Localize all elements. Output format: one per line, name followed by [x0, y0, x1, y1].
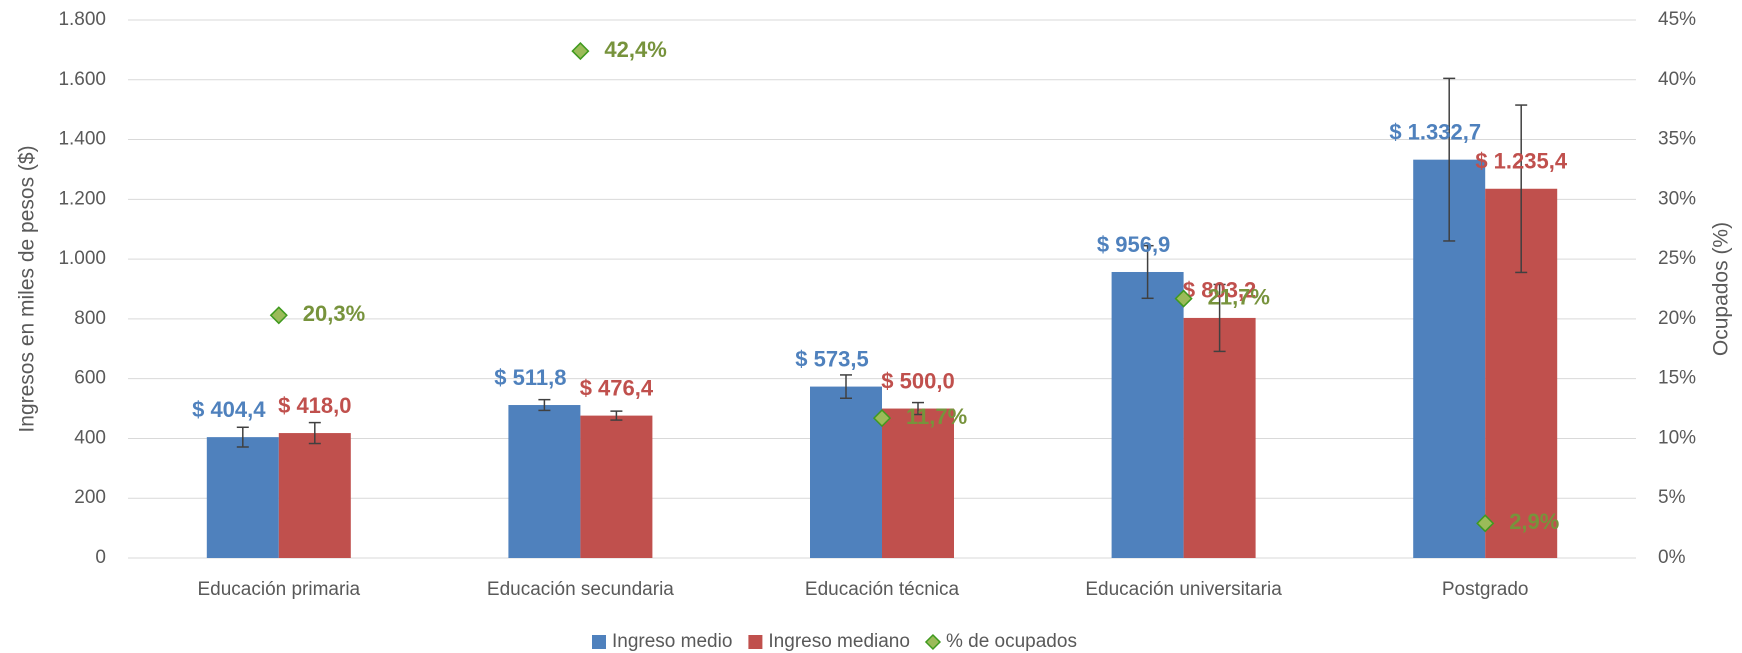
data-label: $ 418,0 — [278, 393, 351, 418]
y-tick-label: 200 — [74, 487, 106, 508]
data-label: 2,9% — [1509, 509, 1559, 534]
legend-label: Ingreso medio — [612, 631, 732, 652]
marker — [269, 306, 288, 325]
marker — [571, 42, 590, 61]
y-tick-label: 1.000 — [58, 248, 106, 269]
y-axis-label: Ingresos en miles de pesos ($) — [16, 145, 39, 432]
error-bar — [236, 426, 249, 448]
bar — [1183, 317, 1256, 558]
y2-tick-label: 35% — [1658, 129, 1696, 150]
legend-label: % de ocupados — [946, 631, 1077, 652]
x-tick-label: Educación primaria — [197, 579, 360, 600]
y2-tick-label: 45% — [1658, 9, 1696, 30]
y-tick-label: 1.400 — [58, 129, 106, 150]
error-bar — [1141, 244, 1154, 300]
data-label: $ 1.235,4 — [1475, 149, 1568, 174]
y2-tick-label: 15% — [1658, 368, 1696, 389]
data-label: $ 1.332,7 — [1389, 119, 1481, 144]
error-bar — [912, 401, 924, 416]
data-label: $ 476,4 — [580, 375, 654, 400]
x-tick-label: Educación universitaria — [1085, 579, 1282, 600]
y-tick-label: 600 — [74, 368, 106, 389]
bar — [206, 437, 279, 558]
x-tick-label: Educación técnica — [805, 579, 960, 600]
y-tick-label: 400 — [74, 427, 106, 448]
marker — [1174, 289, 1193, 308]
y-tick-label: 1.200 — [58, 188, 106, 209]
bar — [810, 386, 882, 558]
x-tick-label: Postgrado — [1442, 579, 1529, 600]
data-label: 11,7% — [906, 404, 967, 429]
data-label: $ 511,8 — [494, 365, 566, 390]
data-label: $ 803,2 — [1183, 278, 1256, 303]
legend-marker — [592, 635, 606, 649]
legend-label: Ingreso mediano — [768, 631, 910, 652]
error-bar — [308, 421, 321, 445]
data-label: $ 956,9 — [1097, 232, 1170, 257]
error-bar — [1515, 104, 1528, 274]
bar — [508, 405, 581, 558]
error-bar — [1213, 283, 1226, 353]
data-label: 42,4% — [604, 37, 666, 62]
x-tick-label: Educación secundaria — [487, 579, 674, 600]
bar — [1111, 271, 1184, 558]
y2-tick-label: 20% — [1658, 308, 1696, 329]
bar — [882, 408, 954, 558]
legend-marker — [924, 633, 942, 651]
y2-tick-label: 5% — [1658, 487, 1686, 508]
data-label: $ 500,0 — [881, 368, 954, 393]
marker — [872, 409, 892, 428]
y2-tick-label: 25% — [1658, 248, 1696, 269]
error-bar — [840, 374, 852, 399]
bar — [580, 415, 653, 558]
y2-tick-label: 30% — [1658, 188, 1696, 209]
data-label: $ 573,5 — [795, 346, 868, 371]
error-bar — [538, 398, 551, 412]
y-tick-label: 0 — [95, 547, 106, 568]
y2-tick-label: 10% — [1658, 427, 1696, 448]
data-label: 20,3% — [303, 301, 365, 326]
y-tick-label: 1.800 — [58, 9, 106, 30]
y-tick-label: 1.600 — [58, 69, 106, 90]
y2-tick-label: 40% — [1658, 69, 1696, 90]
bar — [278, 433, 351, 558]
error-bar — [610, 410, 623, 421]
marker — [1476, 514, 1495, 533]
legend-marker — [748, 635, 763, 649]
error-bar — [1443, 77, 1456, 242]
data-label: 21,7% — [1208, 284, 1270, 309]
data-label: $ 404,4 — [192, 397, 266, 422]
y2-axis-label: Ocupados (%) — [1710, 222, 1733, 356]
y2-tick-label: 0% — [1658, 547, 1686, 568]
y-tick-label: 800 — [74, 308, 106, 329]
